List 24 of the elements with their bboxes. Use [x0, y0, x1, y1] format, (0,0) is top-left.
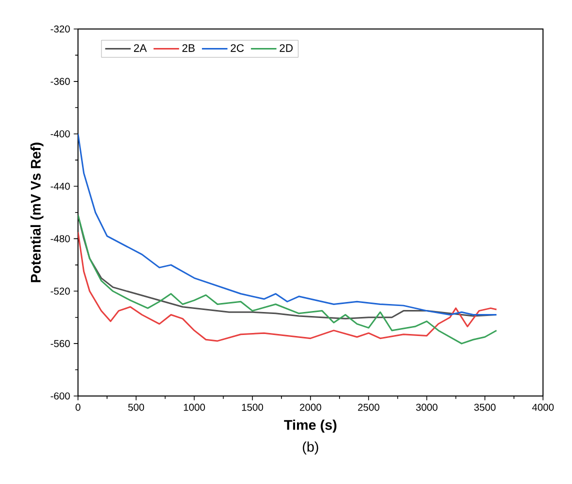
x-tick-label: 1500: [242, 404, 264, 411]
y-axis-title: Potential (mV Vs Ref): [30, 142, 44, 282]
x-tick-label: 3500: [474, 404, 496, 411]
x-tick-label: 500: [128, 404, 144, 411]
legend-label: 2B: [182, 44, 195, 52]
x-tick-label: 1000: [184, 404, 205, 411]
legend-label: 2A: [134, 44, 147, 52]
y-tick-label: -480: [50, 235, 70, 242]
y-tick-label: -320: [50, 25, 70, 33]
x-tick-label: 3000: [416, 404, 438, 411]
x-tick-label: 2000: [300, 404, 322, 411]
text: (b): [302, 441, 318, 454]
x-tick-label: 0: [76, 404, 80, 411]
y-tick-label: -560: [50, 340, 70, 348]
legend-label: 2C: [230, 44, 244, 52]
y-tick-label: -360: [50, 78, 70, 85]
x-tick-label: 4000: [532, 404, 554, 411]
y-tick-label: -600: [50, 392, 70, 400]
x-tick-label: 2500: [358, 404, 380, 411]
x-axis-title: Time (s): [284, 420, 336, 433]
legend-label: 2D: [280, 44, 293, 52]
y-tick-label: -440: [50, 182, 70, 190]
y-tick-label: -520: [50, 288, 70, 295]
y-tick-label: -400: [50, 130, 70, 138]
